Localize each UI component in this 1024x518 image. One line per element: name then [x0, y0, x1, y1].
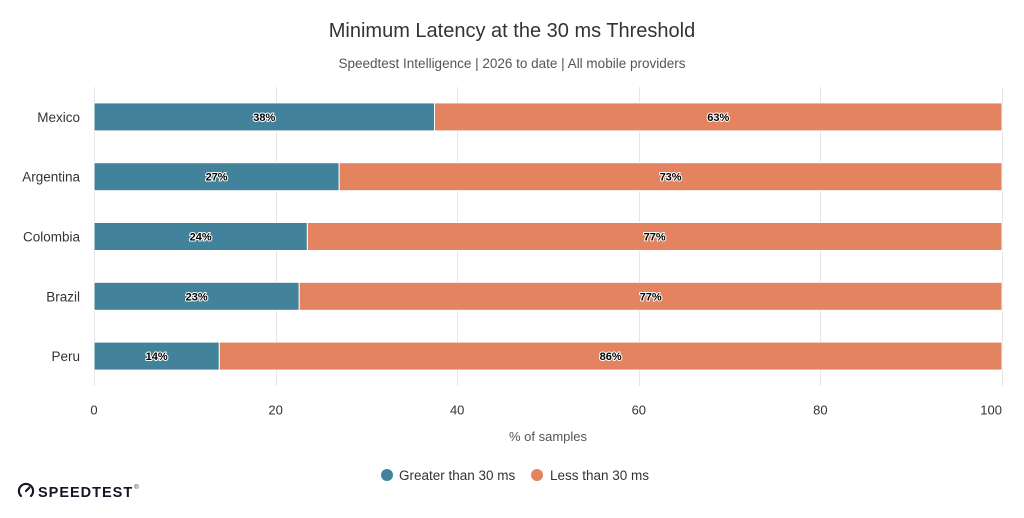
x-axis-title: % of samples [509, 429, 588, 444]
category-label-mexico: Mexico [37, 110, 80, 125]
speedtest-logo: SPEEDTEST® [17, 482, 139, 501]
x-tick-label-0: 0 [90, 403, 97, 418]
x-tick-label-80: 80 [813, 403, 827, 418]
bar-greater-than-30-ms-colombia[interactable] [93, 222, 308, 251]
data-label-greater-than-30-ms-mexico: 38% [253, 112, 275, 124]
chart-subtitle: Speedtest Intelligence | 2026 to date | … [339, 56, 686, 71]
category-label-colombia: Colombia [23, 230, 81, 245]
bar-greater-than-30-ms-argentina[interactable] [93, 162, 340, 192]
bar-less-than-30-ms-brazil[interactable] [298, 281, 1003, 311]
data-labels: 38% 63% 27% 73% 24% 77% 23% 77% 14% 86% [145, 111, 731, 364]
chart-title: Minimum Latency at the 30 ms Threshold [329, 20, 695, 42]
logo-registered-mark: ® [134, 484, 139, 491]
data-label-less-than-30-ms-argentina: 73% [660, 172, 682, 184]
category-axis: Mexico Argentina Colombia Brazil Peru [22, 110, 80, 364]
bar-less-than-30-ms-argentina[interactable] [338, 162, 1003, 192]
data-label-greater-than-30-ms-colombia: 24% [190, 232, 212, 244]
logo-wordmark: SPEEDTEST [38, 485, 133, 501]
x-tick-label-20: 20 [268, 403, 282, 418]
data-label-greater-than-30-ms-peru: 14% [146, 351, 168, 363]
category-label-argentina: Argentina [22, 170, 80, 185]
bar-greater-than-30-ms-brazil[interactable] [93, 281, 300, 311]
x-axis: 0 20 40 60 80 100 [90, 403, 1002, 418]
x-tick-label-100: 100 [980, 403, 1002, 418]
category-label-peru: Peru [51, 349, 80, 364]
data-label-greater-than-30-ms-brazil: 23% [186, 291, 208, 303]
legend: Greater than 30 ms Less than 30 ms [381, 468, 649, 483]
data-label-greater-than-30-ms-argentina: 27% [206, 172, 228, 184]
bar-series [93, 102, 1003, 371]
bar-less-than-30-ms-peru[interactable] [218, 341, 1003, 371]
legend-label-greater-than-30-ms: Greater than 30 ms [399, 468, 516, 483]
data-label-less-than-30-ms-peru: 86% [600, 351, 622, 363]
legend-item-greater-than-30-ms[interactable]: Greater than 30 ms [381, 468, 516, 483]
category-label-brazil: Brazil [46, 289, 80, 304]
bar-less-than-30-ms-mexico[interactable] [434, 102, 1003, 132]
legend-marker-less-than-30-ms [531, 469, 543, 481]
legend-marker-greater-than-30-ms [381, 469, 393, 481]
legend-item-less-than-30-ms[interactable]: Less than 30 ms [531, 468, 649, 483]
data-label-less-than-30-ms-mexico: 63% [707, 112, 729, 124]
x-tick-label-60: 60 [632, 403, 646, 418]
speedometer-icon [17, 482, 35, 498]
bar-less-than-30-ms-colombia[interactable] [306, 222, 1003, 251]
logo-text: SPEEDTEST® [38, 484, 139, 501]
data-label-less-than-30-ms-colombia: 77% [644, 232, 666, 244]
data-label-less-than-30-ms-brazil: 77% [640, 291, 662, 303]
legend-label-less-than-30-ms: Less than 30 ms [550, 468, 649, 483]
x-tick-label-40: 40 [450, 403, 464, 418]
bar-greater-than-30-ms-peru[interactable] [93, 341, 220, 371]
